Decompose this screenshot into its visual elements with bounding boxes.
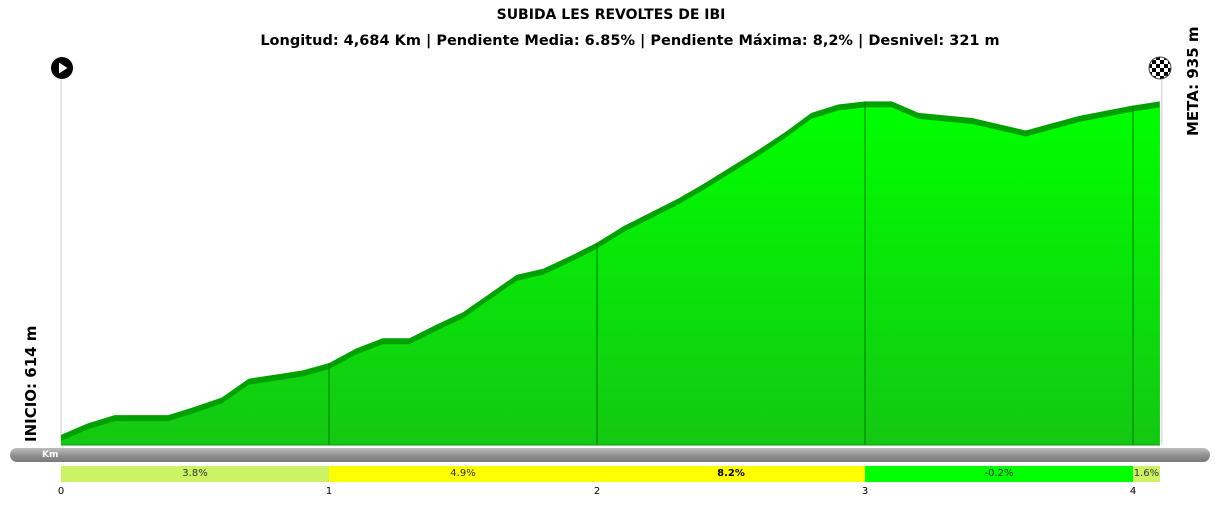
x-tick-label: 4 bbox=[1129, 486, 1137, 497]
chart-subtitle: Longitud: 4,684 Km | Pendiente Media: 6.… bbox=[260, 33, 1000, 49]
x-tick-label: 0 bbox=[57, 486, 65, 497]
start-elevation-label: INICIO: 614 m bbox=[22, 325, 40, 442]
chart-title: SUBIDA LES REVOLTES DE IBI bbox=[496, 7, 726, 23]
gradient-segment: -0.2% bbox=[865, 466, 1133, 482]
profile-area bbox=[61, 107, 1160, 445]
gradient-segment: 1.6% bbox=[1133, 466, 1160, 482]
distance-axis-label: Km bbox=[42, 450, 59, 460]
finish-elevation-label: META: 935 m bbox=[1184, 26, 1202, 136]
x-tick-label: 3 bbox=[861, 486, 869, 497]
gradient-segment: 8.2% bbox=[597, 466, 865, 482]
gradient-segment: 3.8% bbox=[61, 466, 329, 482]
gradient-segment: 4.9% bbox=[329, 466, 597, 482]
checkered-flag-icon bbox=[1148, 56, 1172, 80]
x-tick-label: 1 bbox=[325, 486, 333, 497]
play-icon bbox=[51, 57, 73, 79]
distance-axis-bar bbox=[10, 448, 1210, 462]
x-tick-label: 2 bbox=[593, 486, 601, 497]
